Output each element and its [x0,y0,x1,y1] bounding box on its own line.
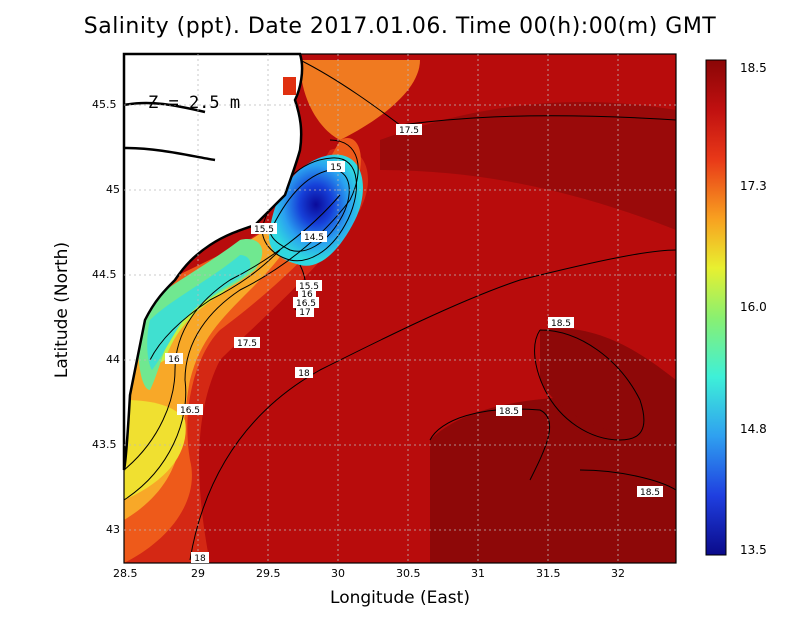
danube-delta-marker [283,77,296,95]
y-tick-label: 44 [106,353,120,366]
coastline-land [122,52,304,471]
colorbar [705,59,727,556]
svg-text:16: 16 [301,290,313,300]
x-tick-label: 28.5 [113,567,138,580]
x-tick-label: 31 [471,567,485,580]
svg-text:18: 18 [194,554,206,564]
contour-label: 18 [191,552,209,564]
svg-text:18.5: 18.5 [640,488,660,498]
svg-text:15: 15 [330,163,341,173]
svg-text:16.5: 16.5 [180,406,200,416]
y-tick-label: 45 [106,183,120,196]
x-axis-label: Longitude (East) [330,588,470,608]
x-tick-label: 30 [331,567,345,580]
contour-label-group: 15 14.5 15.5 15.5 16 16.5 17 17.5 17.5 1… [165,124,663,564]
contour-label: 18.5 [496,405,522,417]
y-tick-label: 44.5 [92,268,117,281]
svg-text:18.5: 18.5 [499,407,519,417]
contour-label: 16.5 [293,297,319,309]
svg-text:14.5: 14.5 [304,233,324,243]
x-tick-label: 30.5 [396,567,421,580]
y-axis-label: Latitude (North) [52,241,72,379]
contour-label: 18.5 [637,486,663,498]
svg-text:17.5: 17.5 [399,126,419,136]
svg-text:16.5: 16.5 [296,299,316,309]
svg-text:15.5: 15.5 [299,282,319,292]
x-tick-label: 29 [191,567,205,580]
svg-text:17: 17 [299,308,310,318]
contour-label: 15 [327,161,345,173]
svg-text:16: 16 [168,355,180,365]
map-title: Salinity (ppt). Date 2017.01.06. Time 00… [83,14,717,39]
gridlines [124,54,676,563]
contour-label: 17.5 [396,124,422,136]
contour-label: 16 [165,353,183,365]
contour-label: 17 [296,306,314,318]
colorbar-tick-label: 13.5 [740,543,767,557]
y-tick-label: 43.5 [92,438,117,451]
contour-label: 15.5 [296,280,322,292]
x-tick-label: 31.5 [536,567,561,580]
contour-label: 14.5 [301,231,327,243]
colorbar-tick-label: 17.3 [740,179,767,193]
contour-label: 16.5 [177,404,203,416]
colorbar-tick-label: 18.5 [740,61,767,75]
plot-frame [123,53,677,564]
contour-label: 18 [295,367,313,379]
contour-label: 15.5 [251,223,277,235]
colorbar-tick-label: 16.0 [740,300,767,314]
colorbar-tick-label: 14.8 [740,422,767,436]
y-tick-label: 45.5 [92,98,117,111]
svg-text:17.5: 17.5 [237,339,257,349]
y-tick-label: 43 [106,523,120,536]
depth-label: Z = 2.5 m [148,93,240,113]
x-tick-label: 32 [611,567,625,580]
contour-label: 17.5 [234,337,260,349]
svg-text:15.5: 15.5 [254,225,274,235]
contour-label: 16 [298,289,316,300]
contour-label: 18.5 [548,317,574,329]
svg-text:18.5: 18.5 [551,319,571,329]
svg-text:18: 18 [298,369,310,379]
x-tick-label: 29.5 [256,567,281,580]
